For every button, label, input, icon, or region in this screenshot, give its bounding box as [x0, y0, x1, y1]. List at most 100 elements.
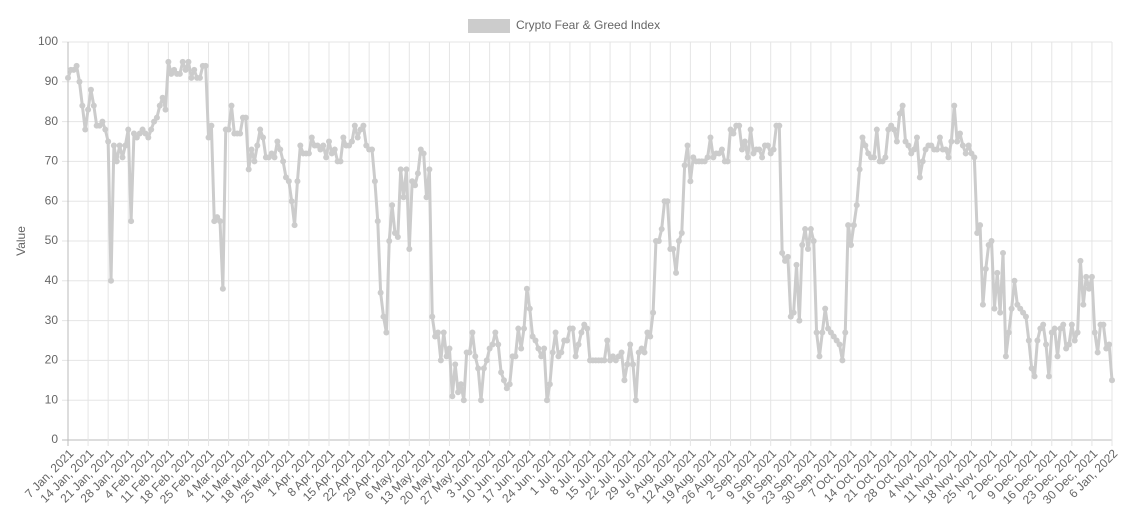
data-point — [759, 154, 766, 161]
data-point — [678, 230, 685, 237]
data-point — [936, 134, 943, 141]
data-point — [741, 138, 748, 145]
data-point — [807, 226, 814, 233]
data-point — [423, 194, 430, 201]
data-point — [219, 285, 226, 292]
data-point — [326, 138, 332, 145]
data-point — [426, 166, 433, 173]
legend-label: Crypto Fear & Greed Index — [516, 18, 660, 32]
y-tick-label: 80 — [45, 114, 59, 128]
data-point — [624, 361, 631, 368]
data-point — [337, 158, 344, 165]
data-point — [480, 365, 487, 372]
data-point — [518, 345, 525, 352]
data-point — [535, 345, 542, 352]
data-point — [779, 249, 786, 256]
data-point — [469, 329, 476, 336]
data-point — [856, 166, 863, 173]
data-point — [569, 325, 576, 332]
data-point — [971, 154, 978, 161]
data-point — [512, 353, 519, 360]
data-point — [977, 222, 984, 229]
data-point — [185, 58, 192, 65]
data-point — [297, 142, 304, 149]
data-point — [882, 154, 889, 161]
data-point — [862, 142, 869, 149]
data-point — [819, 329, 826, 336]
data-point — [521, 325, 528, 332]
data-point — [541, 345, 548, 352]
data-point — [412, 182, 419, 189]
data-point — [202, 62, 209, 69]
data-point — [280, 158, 287, 165]
data-point — [764, 142, 771, 149]
data-point — [498, 369, 505, 376]
data-point — [217, 218, 224, 225]
data-point — [850, 222, 857, 229]
data-point — [369, 146, 376, 153]
data-point — [658, 226, 665, 233]
data-point — [351, 122, 358, 129]
data-point — [870, 154, 877, 161]
data-point — [681, 162, 688, 169]
data-point — [997, 309, 1004, 316]
data-point — [974, 230, 981, 237]
data-point — [87, 86, 94, 93]
data-point — [650, 309, 657, 316]
y-tick-label: 20 — [45, 353, 59, 367]
data-point — [1094, 349, 1101, 356]
data-point — [1065, 341, 1072, 348]
data-point — [784, 253, 791, 260]
data-point — [254, 142, 261, 149]
data-point — [449, 393, 456, 400]
data-point — [1060, 321, 1067, 328]
data-point — [988, 238, 995, 244]
data-point — [242, 114, 249, 121]
data-point — [604, 337, 611, 344]
data-point — [228, 102, 235, 109]
data-point — [893, 138, 900, 145]
data-point — [434, 329, 441, 336]
data-point — [913, 134, 920, 141]
data-point — [627, 341, 634, 348]
data-point — [618, 349, 625, 356]
data-point — [176, 70, 183, 77]
data-point — [979, 301, 986, 308]
data-point — [1031, 373, 1038, 380]
data-point — [951, 102, 958, 109]
data-point — [288, 198, 295, 205]
data-point — [687, 178, 694, 185]
data-point — [466, 349, 473, 356]
data-point — [110, 142, 117, 149]
data-point — [601, 357, 608, 364]
data-point — [437, 357, 444, 364]
data-point — [383, 329, 390, 336]
data-point — [793, 261, 800, 268]
data-point — [1100, 321, 1107, 328]
y-tick-label: 70 — [45, 154, 59, 168]
data-point — [1000, 249, 1007, 256]
data-point — [331, 146, 338, 153]
data-point — [552, 329, 559, 336]
data-point — [159, 94, 166, 101]
y-tick-label: 60 — [45, 193, 59, 207]
data-point — [853, 202, 860, 209]
data-point — [804, 245, 811, 252]
data-point — [305, 150, 312, 157]
data-point — [323, 154, 330, 161]
data-point — [452, 361, 459, 368]
data-point — [916, 174, 923, 181]
data-point — [483, 357, 490, 364]
data-point — [670, 245, 677, 252]
y-tick-label: 30 — [45, 313, 59, 327]
data-point — [506, 381, 513, 388]
data-point — [1028, 365, 1035, 372]
data-point — [478, 397, 485, 404]
data-point — [386, 238, 393, 244]
data-point — [848, 241, 854, 248]
data-point — [475, 365, 482, 372]
data-point — [443, 353, 450, 360]
data-point — [245, 166, 252, 173]
data-point — [65, 74, 71, 81]
data-point — [816, 353, 823, 360]
